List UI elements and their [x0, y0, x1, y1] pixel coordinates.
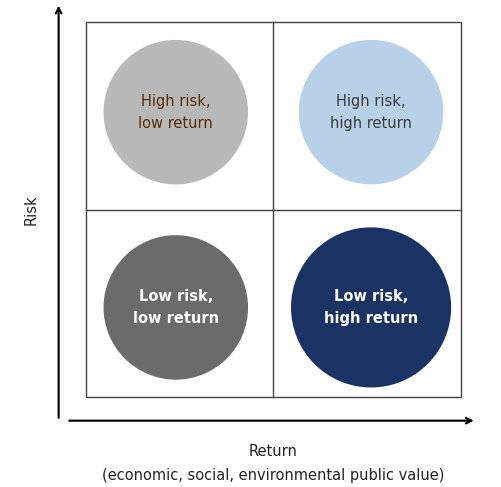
Circle shape [291, 227, 451, 388]
Text: Risk: Risk [24, 194, 39, 225]
Text: Low risk,
low return: Low risk, low return [133, 289, 219, 326]
Text: Low risk,
high return: Low risk, high return [324, 289, 418, 326]
Text: High risk,
low return: High risk, low return [138, 94, 213, 131]
Circle shape [104, 235, 248, 380]
Text: High risk,
high return: High risk, high return [330, 94, 412, 131]
Text: (economic, social, environmental public value): (economic, social, environmental public … [102, 468, 444, 483]
Text: Return: Return [249, 444, 298, 459]
Circle shape [104, 40, 248, 185]
Circle shape [299, 40, 443, 185]
